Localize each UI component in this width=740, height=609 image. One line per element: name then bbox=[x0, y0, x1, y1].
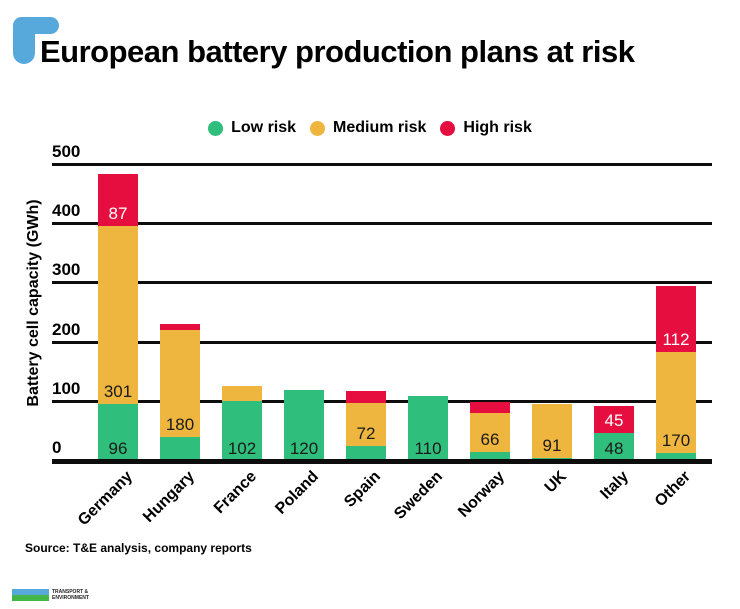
segment-medium-other: 170 bbox=[656, 352, 696, 453]
te-corner-logo-icon bbox=[13, 17, 59, 64]
segment-low-germany: 96 bbox=[98, 404, 138, 461]
segment-medium-france bbox=[222, 386, 262, 401]
logo-bar-vertical bbox=[13, 17, 35, 64]
segment-value-label: 102 bbox=[227, 439, 257, 458]
bar-germany: 96 301 87 bbox=[98, 174, 138, 461]
bar-poland: 120 bbox=[284, 390, 324, 461]
bar-spain: 72 bbox=[346, 391, 386, 461]
medium-risk-dot-icon bbox=[310, 120, 326, 136]
gridline-200 bbox=[52, 341, 712, 344]
segment-value-label: 112 bbox=[662, 330, 690, 349]
legend-label: Medium risk bbox=[333, 119, 427, 136]
bar-norway: 66 bbox=[470, 402, 510, 461]
segment-value-label: 96 bbox=[108, 439, 128, 458]
bar-uk: 91 bbox=[532, 404, 572, 461]
segment-low-hungary bbox=[160, 437, 200, 461]
segment-low-france: 102 bbox=[222, 401, 262, 461]
segment-value-label: 91 bbox=[542, 436, 562, 455]
segment-low-poland: 120 bbox=[284, 390, 324, 461]
segment-value-label: 48 bbox=[604, 439, 624, 458]
y-tick-label: 200 bbox=[52, 320, 81, 339]
gridline-400 bbox=[52, 222, 712, 225]
source-text: T&E analysis, company reports bbox=[69, 541, 252, 555]
segment-medium-hungary: 180 bbox=[160, 330, 200, 437]
y-axis-title: Battery cell capacity (GWh) bbox=[25, 199, 42, 407]
te-footer-logo: TRANSPORT & ENVIRONMENT bbox=[12, 588, 122, 602]
y-tick-label: 500 bbox=[52, 142, 81, 161]
footer-logo-green-bar bbox=[12, 595, 49, 601]
segment-value-label: 66 bbox=[480, 430, 500, 449]
segment-low-sweden: 110 bbox=[408, 396, 448, 461]
bar-hungary: 180 bbox=[160, 324, 200, 461]
legend: Low risk Medium risk High risk bbox=[0, 119, 740, 137]
y-tick-label: 100 bbox=[52, 379, 81, 398]
segment-low-italy: 48 bbox=[594, 433, 634, 461]
y-tick-label: 0 bbox=[52, 438, 62, 457]
segment-medium-uk: 91 bbox=[532, 404, 572, 458]
legend-label: Low risk bbox=[231, 119, 297, 136]
segment-value-label: 180 bbox=[165, 415, 195, 434]
segment-high-spain bbox=[346, 391, 386, 403]
segment-value-label: 301 bbox=[103, 382, 133, 401]
high-risk-dot-icon bbox=[440, 120, 456, 136]
legend-item-low-risk: Low risk bbox=[208, 119, 296, 137]
legend-item-high-risk: High risk bbox=[440, 119, 532, 137]
segment-value-label: 72 bbox=[356, 424, 376, 443]
footer-logo-blue-bar bbox=[12, 589, 49, 595]
bar-other: 170 112 bbox=[656, 286, 696, 461]
y-tick-label: 400 bbox=[52, 201, 81, 220]
segment-value-label: 45 bbox=[604, 411, 624, 430]
segment-low-spain bbox=[346, 446, 386, 461]
segment-high-germany: 87 bbox=[98, 174, 138, 226]
segment-value-label: 170 bbox=[661, 431, 691, 450]
legend-label: High risk bbox=[463, 119, 532, 136]
footer-logo-text: TRANSPORT & ENVIRONMENT bbox=[52, 589, 89, 601]
gridline-300 bbox=[52, 281, 712, 284]
page-title: European battery production plans at ris… bbox=[40, 34, 635, 69]
segment-high-other: 112 bbox=[656, 286, 696, 352]
segment-medium-spain: 72 bbox=[346, 403, 386, 446]
segment-high-hungary bbox=[160, 324, 200, 330]
gridline-500 bbox=[52, 163, 712, 166]
source-label: Source: bbox=[25, 541, 70, 555]
source-note: Source: T&E analysis, company reports bbox=[25, 541, 252, 555]
segment-value-label: 87 bbox=[108, 204, 128, 223]
gridline-0 bbox=[52, 459, 712, 464]
legend-item-medium-risk: Medium risk bbox=[310, 119, 426, 137]
bar-france: 102 bbox=[222, 386, 262, 461]
segment-low-norway bbox=[470, 452, 510, 461]
segment-high-italy: 45 bbox=[594, 406, 634, 433]
segment-low-other bbox=[656, 453, 696, 461]
segment-medium-norway: 66 bbox=[470, 413, 510, 452]
low-risk-dot-icon bbox=[208, 120, 224, 136]
bar-sweden: 110 bbox=[408, 396, 448, 461]
segment-medium-germany: 301 bbox=[98, 226, 138, 404]
y-tick-label: 300 bbox=[52, 260, 81, 279]
segment-high-norway bbox=[470, 402, 510, 413]
bar-italy: 48 45 bbox=[594, 406, 634, 461]
segment-value-label: 110 bbox=[414, 439, 442, 458]
segment-value-label: 120 bbox=[289, 439, 319, 458]
